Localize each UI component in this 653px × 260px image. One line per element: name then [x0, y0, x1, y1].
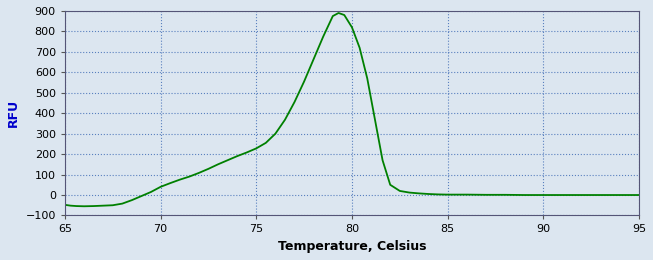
Y-axis label: RFU: RFU	[7, 99, 20, 127]
X-axis label: Temperature, Celsius: Temperature, Celsius	[278, 240, 426, 253]
